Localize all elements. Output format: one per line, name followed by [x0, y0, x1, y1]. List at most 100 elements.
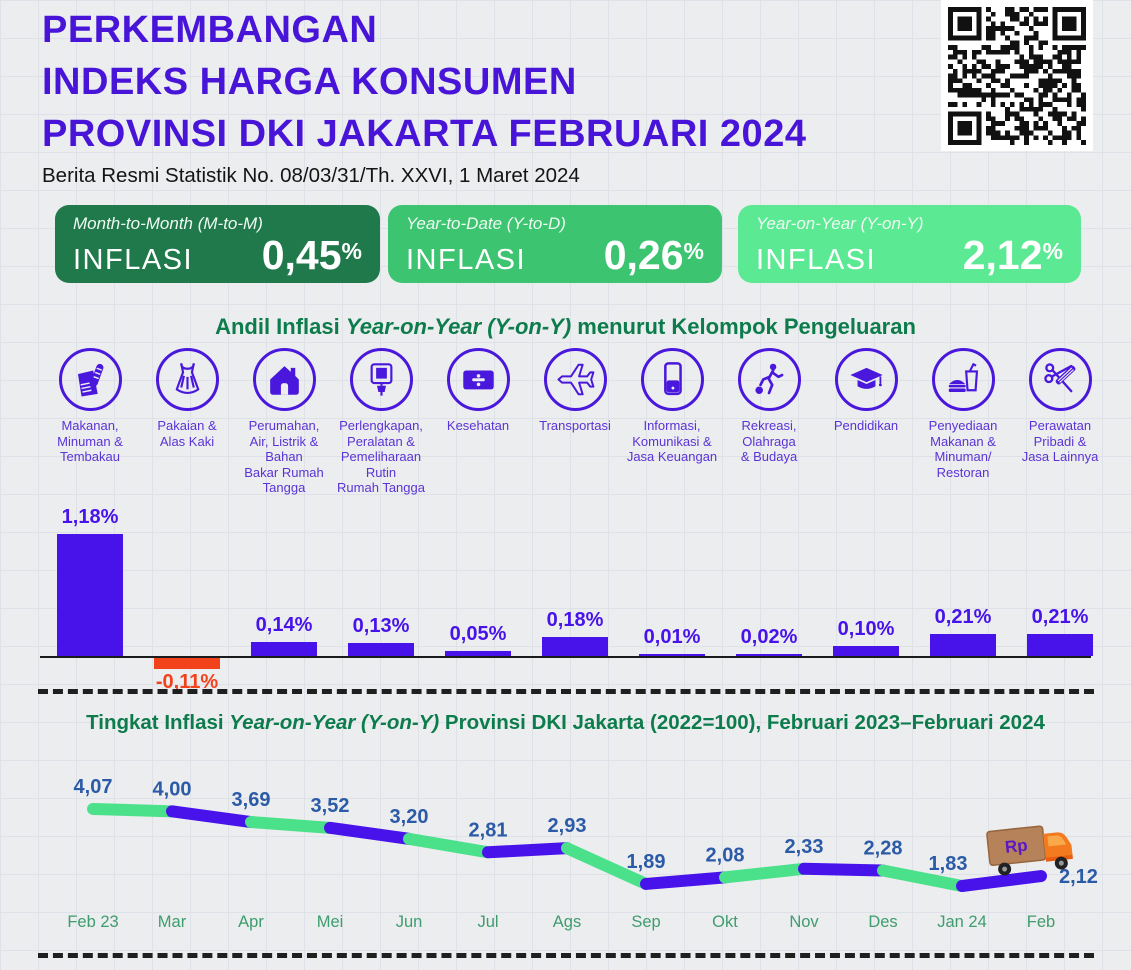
housing-icon	[252, 348, 316, 411]
bar-value-label: -0,11%	[155, 671, 219, 693]
point-value-label: 3,69	[232, 789, 271, 811]
mtm-value: 0,45%	[261, 232, 362, 278]
line-segment	[324, 821, 415, 845]
truck-rp-label: Rp	[1004, 836, 1029, 857]
category-label: Rekreasi, Olahraga & Budaya	[740, 418, 798, 464]
month-tick-label: Des	[868, 913, 897, 931]
personal-care-icon	[1028, 348, 1092, 411]
month-tick-label: Feb 23	[67, 913, 118, 931]
category-clothing: Pakaian & Alas Kaki	[139, 348, 235, 449]
communication-icon	[640, 348, 704, 411]
point-value-label: 2,93	[548, 815, 587, 837]
category-label: Perlengkapan, Peralatan & Pemeliharaan R…	[337, 418, 425, 495]
category-personal-care: Perawatan Pribadi & Jasa Lainnya	[1012, 348, 1108, 465]
category-restaurant: Penyediaan Makanan & Minuman/ Restoran	[915, 348, 1011, 480]
point-value-label: 4,07	[74, 776, 113, 798]
ytd-period-label: Year-to-Date (Y-to-D)	[406, 214, 566, 233]
qr-code-image	[948, 6, 1086, 145]
title-line-2: INDEKS HARGA KONSUMEN	[42, 61, 577, 103]
point-value-label: 2,28	[864, 838, 903, 860]
bar-value-label: 0,10%	[837, 618, 895, 640]
point-value-label: 2,81	[469, 819, 508, 841]
month-tick-label: Jan 24	[937, 913, 987, 931]
month-tick-label: Sep	[631, 913, 660, 931]
category-recreation: Rekreasi, Olahraga & Budaya	[721, 348, 817, 465]
category-education: Pendidikan	[818, 348, 914, 434]
yoy-inflation-card: Year-on-Year (Y-on-Y) INFLASI 2,12%	[738, 205, 1081, 283]
category-transport: Transportasi	[527, 348, 623, 434]
bar-transport	[542, 637, 608, 656]
bar-personal-care	[1027, 634, 1093, 656]
month-tick-label: Apr	[238, 913, 264, 931]
title-line-3: PROVINSI DKI JAKARTA FEBRUARI 2024	[42, 113, 807, 155]
bar-value-label: 0,13%	[352, 615, 410, 637]
health-icon	[446, 348, 510, 411]
bar-value-label: 0,02%	[740, 626, 798, 648]
point-value-label: 2,33	[785, 836, 824, 858]
category-label: Kesehatan	[446, 418, 510, 433]
mtm-inflation-card: Month-to-Month (M-to-M) INFLASI 0,45%	[55, 205, 380, 283]
month-tick-label: Jul	[477, 913, 498, 931]
category-label: Pakaian & Alas Kaki	[157, 418, 217, 449]
month-tick-label: Okt	[712, 913, 738, 931]
point-value-label: 4,00	[153, 778, 192, 800]
category-groceries: Makanan, Minuman & Tembakau	[42, 348, 138, 465]
point-value-label: 3,20	[390, 806, 429, 828]
line-segment	[877, 864, 968, 892]
percent-sign: %	[1042, 238, 1063, 264]
month-tick-label: Ags	[553, 913, 581, 931]
category-label: Pendidikan	[833, 418, 899, 433]
category-label: Transportasi	[539, 418, 611, 433]
point-value-label: 1,83	[929, 853, 968, 875]
bar-value-label: 1,18%	[61, 506, 119, 528]
percent-sign: %	[683, 238, 704, 264]
line-segment	[798, 862, 889, 877]
page-title: PERKEMBANGAN INDEKS HARGA KONSUMEN PROVI…	[42, 4, 806, 160]
line-chart-title: Tingkat Inflasi Year-on-Year (Y-on-Y) Pr…	[86, 711, 1045, 734]
bar-household-equipment	[348, 643, 414, 656]
release-subtitle: Berita Resmi Statistik No. 08/03/31/Th. …	[42, 164, 580, 187]
point-value-label: 2,08	[706, 844, 745, 866]
contribution-bar-chart: 1,18% -0,11% 0,14% 0,13% 0,05% 0,18% 0,01% 0,02…	[0, 500, 1131, 700]
bar-housing	[251, 642, 317, 656]
bar-health	[445, 651, 511, 656]
category-health: Kesehatan	[430, 348, 526, 434]
month-tick-label: Mei	[317, 913, 344, 931]
recreation-icon	[737, 348, 801, 411]
title-line-1: PERKEMBANGAN	[42, 9, 378, 51]
month-tick-label: Nov	[789, 913, 819, 931]
restaurant-icon	[931, 348, 995, 411]
category-label: Informasi, Komunikasi & Jasa Keuangan	[626, 418, 718, 464]
category-housing: Perumahan, Air, Listrik & Bahan Bakar Ru…	[236, 348, 332, 496]
ytd-inflation-card: Year-to-Date (Y-to-D) INFLASI 0,26%	[388, 205, 722, 283]
transport-icon	[543, 348, 607, 411]
category-label: Perawatan Pribadi & Jasa Lainnya	[1021, 418, 1099, 464]
month-tick-label: Jun	[396, 913, 423, 931]
month-tick-label: Mar	[158, 913, 187, 931]
category-label: Perumahan, Air, Listrik & Bahan Bakar Ru…	[244, 418, 324, 495]
bar-recreation	[736, 654, 802, 656]
bar-communication	[639, 654, 705, 656]
bar-value-label: 0,14%	[255, 614, 313, 636]
percent-sign: %	[341, 238, 362, 264]
point-value-label: 2,12	[1059, 866, 1098, 888]
category-label: Penyediaan Makanan & Minuman/ Restoran	[928, 418, 998, 480]
groceries-icon	[58, 348, 122, 411]
bar-education	[833, 646, 899, 656]
category-label: Makanan, Minuman & Tembakau	[57, 418, 123, 464]
line-segment	[245, 816, 336, 834]
point-value-label: 1,89	[627, 851, 666, 873]
bar-value-label: 0,05%	[449, 623, 507, 645]
bar-value-label: 0,18%	[546, 609, 604, 631]
line-segment	[482, 842, 573, 859]
ytd-value: 0,26%	[603, 232, 704, 278]
mtm-metric-label: INFLASI	[73, 244, 194, 276]
category-household-equipment: Perlengkapan, Peralatan & Pemeliharaan R…	[333, 348, 429, 496]
line-segment	[719, 862, 810, 884]
yoy-period-label: Year-on-Year (Y-on-Y)	[756, 214, 924, 233]
point-value-label: 3,52	[311, 795, 350, 817]
education-icon	[834, 348, 898, 411]
dashed-divider	[38, 953, 1094, 958]
household-equipment-icon	[349, 348, 413, 411]
bar-restaurant	[930, 634, 996, 656]
